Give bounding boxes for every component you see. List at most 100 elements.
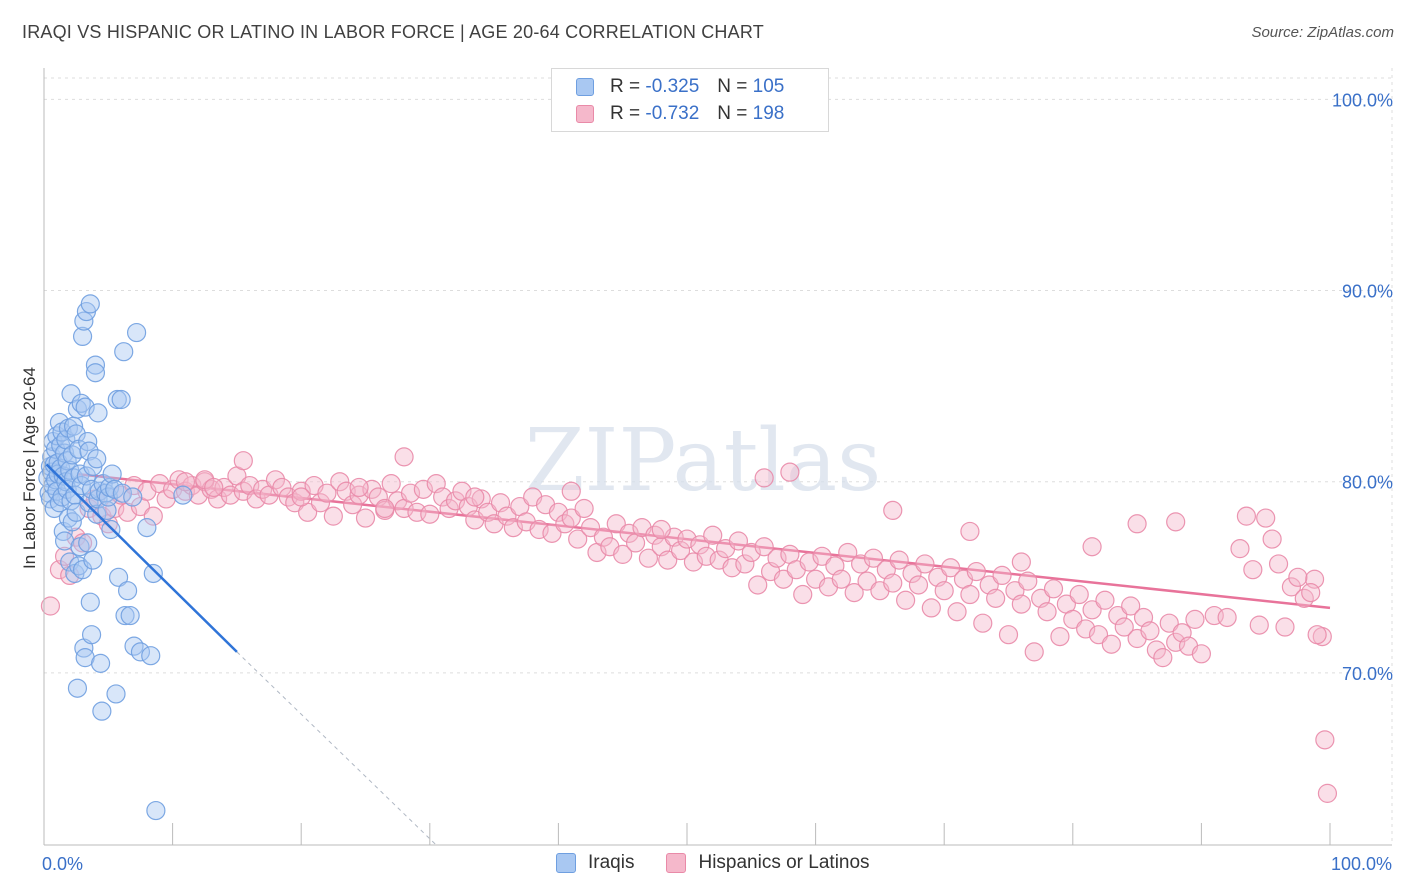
hispanics-point (1166, 512, 1186, 532)
r-label: R = (610, 103, 641, 124)
iraqis-point (72, 560, 93, 580)
hispanics-point (420, 504, 440, 524)
hispanics-point (1317, 783, 1338, 803)
hispanics-point (1153, 648, 1173, 668)
hispanics-point (1185, 609, 1205, 629)
hispanics-point (857, 571, 877, 591)
iraqis-point (62, 512, 82, 532)
x-tick-label: 0.0% (42, 854, 83, 874)
hispanics-point (773, 569, 794, 589)
hispanics-point (883, 573, 903, 593)
hispanics-swatch (666, 853, 687, 873)
r-value: -0.732 (645, 103, 700, 124)
hispanics-point (1288, 567, 1308, 587)
hispanics-point (1275, 617, 1295, 637)
hispanics-point (465, 487, 485, 507)
hispanics-point (947, 602, 967, 622)
hispanics-point (1082, 600, 1102, 620)
axes: 100.0% 90.0% 80.0% 70.0% 0.0% 100.0% (42, 68, 1393, 874)
hispanics-point (381, 474, 401, 494)
hispanics-point (1243, 560, 1263, 580)
hispanics-point (1095, 590, 1115, 610)
hispanics-point (793, 584, 813, 605)
hispanics-point (330, 472, 350, 492)
iraqis-points (38, 294, 238, 821)
hispanics-point (1108, 605, 1128, 626)
iraqis-point (72, 326, 93, 347)
iraqis-point (120, 605, 140, 626)
legend-item-iraqis[interactable]: Iraqis (556, 852, 634, 874)
iraqis-point (115, 605, 135, 626)
hispanics-point (941, 558, 961, 578)
hispanics-point (748, 575, 768, 595)
hispanics-point (780, 462, 800, 482)
hispanics-point (986, 588, 1006, 608)
iraqis-point (80, 294, 100, 314)
hispanics-point (1262, 529, 1282, 549)
iraqis-point (141, 646, 161, 666)
iraqis-point (102, 464, 122, 484)
hispanics-point (542, 523, 562, 543)
hispanics-point (1281, 577, 1302, 597)
iraqis-point (137, 518, 157, 538)
iraqis-point (92, 701, 112, 721)
hispanics-point (908, 575, 929, 595)
hispanics-point (1307, 625, 1327, 645)
hispanics-point (497, 506, 517, 526)
hispanics-point (1121, 596, 1141, 616)
hispanics-points (40, 447, 1338, 803)
hispanics-point (1024, 642, 1044, 662)
hispanics-point (233, 451, 253, 471)
hispanics-point (966, 561, 986, 582)
r-label: R = (610, 76, 641, 97)
iraqis-point (173, 485, 193, 505)
iraqis-point (80, 592, 100, 612)
legend-label-hispanics: Hispanics or Latinos (698, 852, 870, 873)
watermark: ZIPatlas (525, 411, 881, 511)
hispanics-point (1050, 626, 1070, 647)
hispanics-point (960, 584, 980, 605)
hispanics-point (889, 550, 909, 570)
hispanics-point (343, 495, 363, 515)
hispanics-point (1268, 554, 1289, 574)
iraqis-swatch (556, 853, 576, 873)
hispanics-point (722, 558, 742, 578)
series-legend: Iraqis Hispanics or Latinos (556, 852, 902, 874)
iraqis-point (85, 355, 106, 375)
iraqis-point (79, 441, 99, 461)
hispanics-point (1011, 594, 1031, 614)
iraqis-point (106, 684, 126, 704)
hispanics-point (349, 477, 369, 498)
iraqis-point (112, 483, 133, 503)
hispanics-point (812, 546, 832, 566)
iraqis-point (83, 550, 103, 570)
hispanics-point (690, 535, 710, 555)
correlation-legend: R = -0.325 N = 105 R = -0.732 N = 198 (551, 68, 829, 132)
hispanics-point (478, 502, 498, 522)
hispanics-point (375, 498, 395, 519)
hispanics-point (1146, 640, 1166, 660)
hispanics-point (1315, 730, 1335, 750)
legend-item-hispanics[interactable]: Hispanics or Latinos (666, 852, 870, 874)
hispanics-point (310, 493, 331, 513)
hispanics-point (1114, 617, 1134, 637)
iraqis-point (78, 431, 98, 452)
hispanics-point (896, 590, 916, 610)
hispanics-point (831, 569, 851, 589)
hispanics-point (1037, 602, 1057, 622)
n-value: 198 (752, 103, 785, 124)
iraqis-point (130, 642, 151, 662)
hispanics-point (400, 483, 421, 503)
hispanics-point (1256, 508, 1276, 528)
hispanics-point (580, 518, 601, 538)
iraqis-point (88, 403, 108, 423)
iraqis-point (98, 487, 118, 507)
hispanics-point (915, 554, 935, 574)
hispanics-point (433, 487, 453, 507)
hispanics-point (574, 498, 594, 519)
y-tick-label: 80.0% (1342, 473, 1393, 493)
hispanics-point (561, 508, 581, 528)
n-label: N = (717, 103, 748, 124)
hispanics-point (204, 477, 224, 498)
hispanics-point (960, 521, 980, 542)
